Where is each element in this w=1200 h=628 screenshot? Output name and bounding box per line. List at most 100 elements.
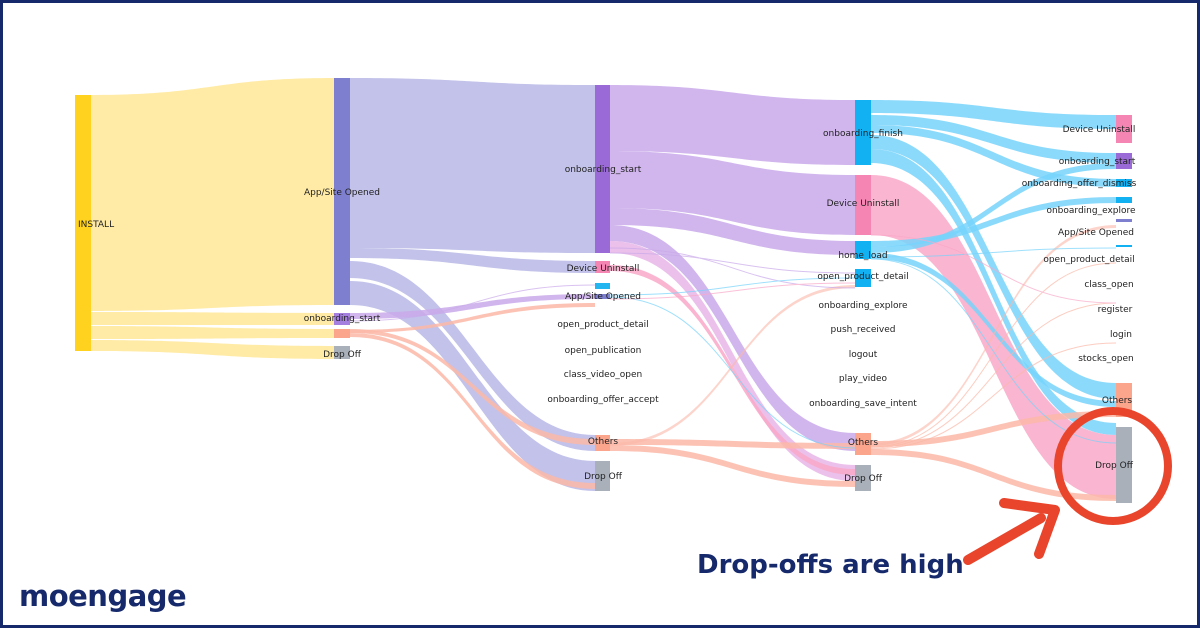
label-drop-off-1: Drop Off — [323, 350, 362, 360]
label-home-load-3: home_load — [838, 251, 887, 261]
link-others2-others3 — [610, 439, 855, 449]
hairline-5 — [609, 282, 856, 300]
link-obs1-app-opened2 — [350, 294, 595, 319]
node-salmon-1[interactable] — [334, 329, 350, 338]
label-register-4: register — [1098, 305, 1133, 315]
node-device-uninstall-3[interactable] — [855, 175, 871, 235]
label-logout-3: logout — [849, 350, 878, 360]
node-onboarding-start-2[interactable] — [595, 85, 610, 253]
node-drop-off-3[interactable] — [855, 465, 871, 491]
label-open-product-detail-4: open_product_detail — [1043, 255, 1134, 265]
node-others-3[interactable] — [855, 433, 871, 455]
label-onboarding-explore-4: onboarding_explore — [1046, 206, 1136, 216]
highlight-circle — [1054, 407, 1172, 525]
node-others-2[interactable] — [595, 435, 610, 451]
node-labels: INSTALL App/Site Opened onboarding_start… — [78, 125, 1137, 484]
link-ob-start-device-uninstall — [610, 151, 855, 235]
label-others-2: Others — [588, 437, 619, 447]
label-play-video-3: play_video — [839, 374, 888, 384]
link-others2-opd3 — [610, 285, 855, 446]
highlight-arrow-head — [999, 498, 1060, 559]
node-drop-off-4[interactable] — [1116, 427, 1132, 503]
node-home-load-3[interactable] — [855, 241, 871, 259]
label-onboarding-start-2: onboarding_start — [565, 165, 642, 175]
flow-links — [91, 78, 1116, 501]
node-onboarding-finish-3[interactable] — [855, 100, 871, 165]
node-opd-3[interactable] — [855, 269, 871, 287]
link-install-drop-off — [91, 340, 334, 359]
node-onboarding-start-4[interactable] — [1116, 153, 1132, 169]
hairline-7 — [870, 262, 1117, 448]
hairline-3 — [609, 277, 856, 296]
label-onboarding-offer-accept-2: onboarding_offer_accept — [547, 395, 659, 405]
node-small-4b[interactable] — [1116, 245, 1132, 247]
label-drop-off-2: Drop Off — [584, 472, 623, 482]
node-drop-off-1[interactable] — [334, 346, 350, 359]
link-salmon-a — [350, 329, 595, 445]
nodes — [75, 78, 1132, 503]
node-app-opened-2[interactable] — [595, 283, 610, 289]
link-salmon-c — [350, 303, 595, 333]
link-ob-start-drop-off — [610, 241, 855, 481]
label-push-received-3: push_received — [831, 325, 896, 335]
link-app-opened-device-uninstall — [350, 248, 595, 273]
node-drop-off-2[interactable] — [595, 461, 610, 491]
label-onboarding-start-4: onboarding_start — [1059, 157, 1136, 167]
callout-text: Drop-offs are high — [697, 550, 964, 580]
hairline-links — [349, 234, 1117, 450]
label-drop-off-3: Drop Off — [844, 474, 883, 484]
node-small-2[interactable] — [595, 294, 610, 299]
link-ob-start-others — [610, 225, 855, 451]
link-obf-device-uninstall4 — [871, 100, 1116, 129]
node-onboarding-explore-4[interactable] — [1116, 197, 1132, 203]
label-app-opened-4: App/Site Opened — [1058, 228, 1134, 238]
label-onboarding-explore-3: onboarding_explore — [818, 301, 908, 311]
label-class-open-4: class_open — [1084, 280, 1133, 290]
link-home-load-others4 — [871, 253, 1116, 407]
brand-logo: moengage — [19, 579, 187, 613]
label-app-opened-2: App/Site Opened — [565, 292, 641, 302]
node-install[interactable] — [75, 95, 91, 351]
hairline-6 — [349, 284, 596, 322]
label-onboarding-start-1: onboarding_start — [304, 314, 381, 324]
label-open-product-detail-3: open_product_detail — [817, 272, 908, 282]
link-app-opened-onboarding-start — [350, 78, 595, 253]
link-app-opened-others — [350, 261, 595, 451]
node-onboarding-start-1[interactable] — [334, 313, 350, 325]
link-ob-start-ob-finish — [610, 85, 855, 165]
label-app-opened-1: App/Site Opened — [304, 188, 380, 198]
hairline-8 — [870, 302, 1117, 449]
drop-off-highlight — [963, 407, 1172, 565]
link-others3-up — [871, 225, 1116, 446]
link-install-app-opened — [91, 78, 334, 311]
link-home-load-obs4 — [871, 163, 1116, 253]
hairline-2 — [609, 247, 856, 289]
link-du2-drop — [610, 265, 855, 475]
brand-wordmark: moengage — [19, 579, 186, 613]
node-offer-dismiss-4[interactable] — [1116, 179, 1132, 187]
link-obf-others4 — [871, 135, 1116, 399]
label-onboarding-save-intent-3: onboarding_save_intent — [809, 399, 917, 409]
node-device-uninstall-4[interactable] — [1116, 115, 1132, 143]
link-obf-obod4 — [871, 125, 1116, 187]
node-app-opened-1[interactable] — [334, 78, 350, 305]
node-small-4[interactable] — [1116, 219, 1132, 222]
label-offer-dismiss-4: onboarding_offer_dismiss — [1022, 179, 1137, 189]
link-others2-drop3 — [610, 445, 855, 487]
highlight-arrow-shaft — [963, 513, 1046, 565]
link-ob-start-home-load — [610, 208, 855, 255]
label-device-uninstall-3: Device Uninstall — [827, 199, 900, 209]
sankey-diagram: INSTALL App/Site Opened onboarding_start… — [19, 78, 1172, 613]
label-others-3: Others — [848, 438, 879, 448]
label-drop-off-4: Drop Off — [1095, 461, 1134, 471]
link-install-small — [91, 326, 334, 339]
node-device-uninstall-2[interactable] — [595, 261, 610, 273]
link-home-load-ob-explore — [871, 197, 1116, 247]
label-open-product-detail-2: open_product_detail — [557, 320, 648, 330]
link-obf-obs4 — [871, 115, 1116, 163]
hairline-10 — [870, 247, 1117, 258]
label-class-video-open-2: class_video_open — [564, 370, 642, 380]
link-salmon-b — [350, 333, 595, 489]
label-install: INSTALL — [78, 220, 114, 230]
